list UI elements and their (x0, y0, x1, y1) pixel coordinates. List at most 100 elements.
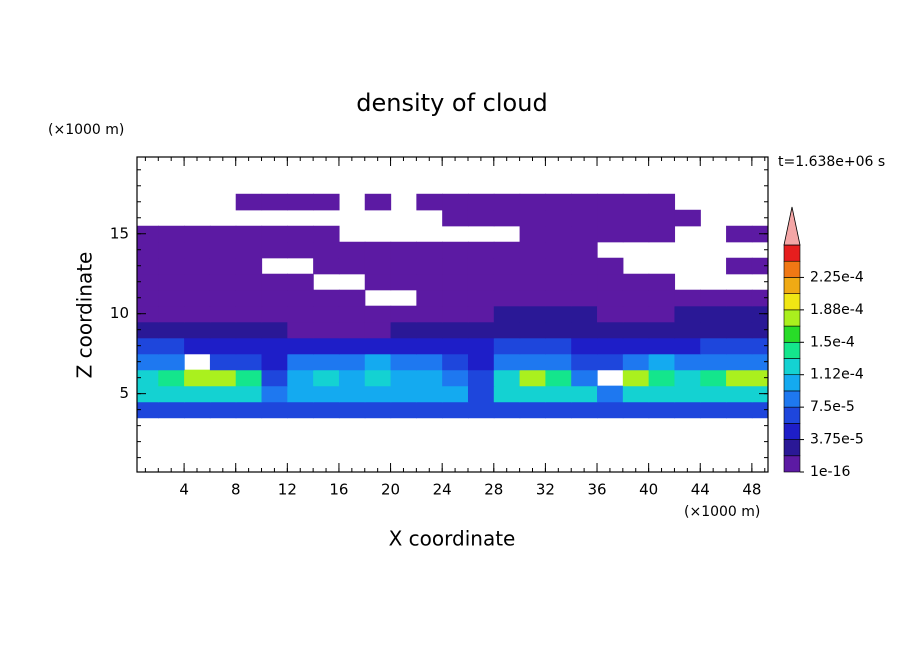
contour-cell (416, 369, 443, 387)
contour-cell (467, 401, 495, 419)
contour-cell (235, 385, 263, 403)
contour-cell (261, 401, 288, 419)
contour-cell (364, 321, 392, 339)
colorbar-band (783, 325, 801, 343)
contour-cell (545, 193, 572, 211)
contour-cell (648, 369, 676, 387)
contour-cell (519, 353, 547, 371)
contour-field (137, 193, 768, 419)
contour-cell (261, 369, 288, 387)
x-tick-label: 12 (278, 481, 297, 499)
contour-cell (519, 225, 547, 243)
contour-cell (571, 337, 598, 355)
contour-cell (416, 257, 443, 275)
colorbar-band (783, 455, 801, 473)
colorbar-band (783, 260, 801, 278)
contour-cell (261, 337, 288, 355)
contour-cell (338, 369, 366, 387)
contour-cell (545, 321, 572, 339)
colorbar-tick-label: 1.12e-4 (810, 367, 864, 383)
y-unit: (×1000 m) (48, 122, 124, 138)
colorbar-tick-label: 1.5e-4 (810, 334, 855, 350)
contour-cell (416, 321, 443, 339)
contour-cell (158, 337, 185, 355)
colorbar-band (783, 293, 801, 311)
contour-cell (622, 289, 650, 307)
contour-cell (338, 289, 366, 307)
contour-cell (137, 369, 159, 387)
contour-cell (261, 193, 288, 211)
contour-cell (700, 353, 727, 371)
x-tick-label: 24 (433, 481, 452, 499)
contour-cell (184, 401, 211, 419)
contour-cell (571, 369, 598, 387)
contour-cell (364, 353, 392, 371)
contour-cell (158, 353, 185, 371)
contour-cell (519, 209, 547, 227)
contour-cell (571, 225, 598, 243)
contour-cell (597, 401, 624, 419)
contour-cell (726, 257, 753, 275)
contour-cell (493, 369, 521, 387)
contour-cell (726, 225, 753, 243)
contour-cell (209, 353, 237, 371)
contour-cell (209, 257, 237, 275)
contour-cell (467, 385, 495, 403)
contour-cell (519, 385, 547, 403)
contour-cell (571, 305, 598, 323)
contour-cell (442, 353, 469, 371)
contour-cell (597, 193, 624, 211)
contour-cell (674, 321, 701, 339)
contour-cell (622, 337, 650, 355)
contour-cell (287, 241, 314, 259)
colorbar-band (783, 390, 801, 408)
contour-cell (313, 289, 340, 307)
contour-cell (416, 273, 443, 291)
contour-cell (209, 321, 237, 339)
contour-cell (287, 353, 314, 371)
contour-cell (137, 225, 159, 243)
contour-cell (209, 337, 237, 355)
contour-cell (313, 305, 340, 323)
contour-cell (390, 321, 417, 339)
x-axis-label: X coordinate (389, 527, 516, 551)
contour-cell (390, 241, 417, 259)
contour-cell (261, 273, 288, 291)
contour-cell (571, 289, 598, 307)
contour-cell (467, 257, 495, 275)
contour-cell (184, 241, 211, 259)
contour-cell (442, 289, 469, 307)
contour-cell (493, 305, 521, 323)
contour-cell (700, 385, 727, 403)
contour-cell (571, 193, 598, 211)
contour-cell (622, 401, 650, 419)
contour-cell (751, 257, 768, 275)
contour-cell (467, 273, 495, 291)
contour-cell (545, 369, 572, 387)
contour-cell (313, 385, 340, 403)
contour-cell (390, 401, 417, 419)
contour-cell (158, 369, 185, 387)
colorbar-band (783, 406, 801, 424)
contour-cell (338, 385, 366, 403)
colorbar-tick-label: 2.25e-4 (810, 269, 864, 285)
contour-cell (622, 193, 650, 211)
contour-cell (390, 257, 417, 275)
contour-cell (184, 257, 211, 275)
contour-cell (158, 305, 185, 323)
contour-cell (622, 225, 650, 243)
x-tick-label: 28 (484, 481, 503, 499)
contour-cell (364, 241, 392, 259)
contour-cell (467, 209, 495, 227)
contour-cell (571, 273, 598, 291)
contour-cell (313, 337, 340, 355)
contour-cell (571, 209, 598, 227)
contour-cell (726, 353, 753, 371)
contour-cell (313, 193, 340, 211)
contour-cell (235, 305, 263, 323)
contour-cell (648, 321, 676, 339)
contour-cell (597, 385, 624, 403)
contour-cell (726, 369, 753, 387)
x-unit: (×1000 m) (684, 504, 760, 520)
